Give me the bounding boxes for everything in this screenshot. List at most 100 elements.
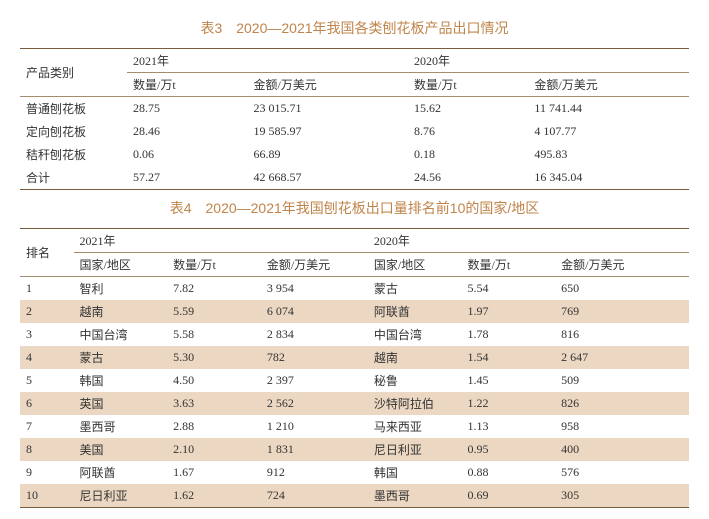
table-row: 1智利7.823 954蒙古5.54650 xyxy=(20,277,689,301)
cell: 马来西亚 xyxy=(368,415,462,438)
t3-head-2021: 2021年 xyxy=(127,49,408,73)
cell: 19 585.97 xyxy=(247,120,408,143)
cell: 912 xyxy=(261,461,368,484)
cell: 5 xyxy=(20,369,74,392)
cell: 958 xyxy=(555,415,689,438)
cell: 2 562 xyxy=(261,392,368,415)
cell: 墨西哥 xyxy=(74,415,168,438)
cell: 2.88 xyxy=(167,415,261,438)
cell: 8 xyxy=(20,438,74,461)
cell: 越南 xyxy=(74,300,168,323)
cell: 10 xyxy=(20,484,74,508)
cell: 1 210 xyxy=(261,415,368,438)
cell: 2.10 xyxy=(167,438,261,461)
cell: 定向刨花板 xyxy=(20,120,127,143)
cell: 3.63 xyxy=(167,392,261,415)
cell: 1.97 xyxy=(462,300,556,323)
cell: 6 074 xyxy=(261,300,368,323)
cell: 蒙古 xyxy=(368,277,462,301)
cell: 57.27 xyxy=(127,166,247,190)
t3-head-qty20: 数量/万t xyxy=(408,73,528,97)
cell: 智利 xyxy=(74,277,168,301)
cell: 3 954 xyxy=(261,277,368,301)
cell: 4 107.77 xyxy=(528,120,689,143)
cell: 4 xyxy=(20,346,74,369)
t3-head-amt20: 金额/万美元 xyxy=(528,73,689,97)
cell: 509 xyxy=(555,369,689,392)
t4-head-q20: 数量/万t xyxy=(462,253,556,277)
cell: 2 647 xyxy=(555,346,689,369)
t4-head-q21: 数量/万t xyxy=(167,253,261,277)
cell: 1.78 xyxy=(462,323,556,346)
cell: 8.76 xyxy=(408,120,528,143)
cell: 阿联酋 xyxy=(368,300,462,323)
t3-head-2020: 2020年 xyxy=(408,49,689,73)
table-row: 4蒙古5.30782越南1.542 647 xyxy=(20,346,689,369)
cell: 782 xyxy=(261,346,368,369)
cell: 中国台湾 xyxy=(368,323,462,346)
t3-head-product: 产品类别 xyxy=(20,49,127,97)
cell: 5.30 xyxy=(167,346,261,369)
cell: 韩国 xyxy=(368,461,462,484)
cell: 合计 xyxy=(20,166,127,190)
cell: 826 xyxy=(555,392,689,415)
cell: 4.50 xyxy=(167,369,261,392)
table-row: 秸秆刨花板0.0666.890.18495.83 xyxy=(20,143,689,166)
cell: 2 834 xyxy=(261,323,368,346)
cell: 1.13 xyxy=(462,415,556,438)
table-row: 普通刨花板28.7523 015.7115.6211 741.44 xyxy=(20,97,689,121)
cell: 7 xyxy=(20,415,74,438)
cell: 16 345.04 xyxy=(528,166,689,190)
cell: 1.67 xyxy=(167,461,261,484)
cell: 28.75 xyxy=(127,97,247,121)
cell: 英国 xyxy=(74,392,168,415)
table-row: 2越南5.596 074阿联酋1.97769 xyxy=(20,300,689,323)
cell: 1 xyxy=(20,277,74,301)
cell: 724 xyxy=(261,484,368,508)
cell: 尼日利亚 xyxy=(368,438,462,461)
t3-head-qty21: 数量/万t xyxy=(127,73,247,97)
table-row: 8美国2.101 831尼日利亚0.95400 xyxy=(20,438,689,461)
cell: 0.06 xyxy=(127,143,247,166)
cell: 305 xyxy=(555,484,689,508)
cell: 沙特阿拉伯 xyxy=(368,392,462,415)
cell: 1.62 xyxy=(167,484,261,508)
cell: 秘鲁 xyxy=(368,369,462,392)
cell: 15.62 xyxy=(408,97,528,121)
cell: 美国 xyxy=(74,438,168,461)
cell: 24.56 xyxy=(408,166,528,190)
t4-head-rank: 排名 xyxy=(20,229,74,277)
cell: 0.88 xyxy=(462,461,556,484)
cell: 3 xyxy=(20,323,74,346)
cell: 尼日利亚 xyxy=(74,484,168,508)
cell: 5.58 xyxy=(167,323,261,346)
table3: 产品类别 2021年 2020年 数量/万t 金额/万美元 数量/万t 金额/万… xyxy=(20,48,689,190)
cell: 2 397 xyxy=(261,369,368,392)
cell: 墨西哥 xyxy=(368,484,462,508)
t4-head-2021: 2021年 xyxy=(74,229,368,253)
cell: 816 xyxy=(555,323,689,346)
table-row: 5韩国4.502 397秘鲁1.45509 xyxy=(20,369,689,392)
t4-head-c20: 国家/地区 xyxy=(368,253,462,277)
table-row: 定向刨花板28.4619 585.978.764 107.77 xyxy=(20,120,689,143)
cell: 秸秆刨花板 xyxy=(20,143,127,166)
t4-head-a21: 金额/万美元 xyxy=(261,253,368,277)
cell: 650 xyxy=(555,277,689,301)
t3-head-amt21: 金额/万美元 xyxy=(247,73,408,97)
table-row: 10尼日利亚1.62724墨西哥0.69305 xyxy=(20,484,689,508)
cell: 9 xyxy=(20,461,74,484)
table4-title: 表4 2020—2021年我国刨花板出口量排名前10的国家/地区 xyxy=(20,198,689,218)
cell: 576 xyxy=(555,461,689,484)
cell: 769 xyxy=(555,300,689,323)
cell: 495.83 xyxy=(528,143,689,166)
table-row: 合计57.2742 668.5724.5616 345.04 xyxy=(20,166,689,190)
cell: 7.82 xyxy=(167,277,261,301)
cell: 28.46 xyxy=(127,120,247,143)
cell: 1 831 xyxy=(261,438,368,461)
table-row: 9阿联酋1.67912韩国0.88576 xyxy=(20,461,689,484)
cell: 2 xyxy=(20,300,74,323)
cell: 0.95 xyxy=(462,438,556,461)
cell: 5.59 xyxy=(167,300,261,323)
table-row: 7墨西哥2.881 210马来西亚1.13958 xyxy=(20,415,689,438)
cell: 韩国 xyxy=(74,369,168,392)
